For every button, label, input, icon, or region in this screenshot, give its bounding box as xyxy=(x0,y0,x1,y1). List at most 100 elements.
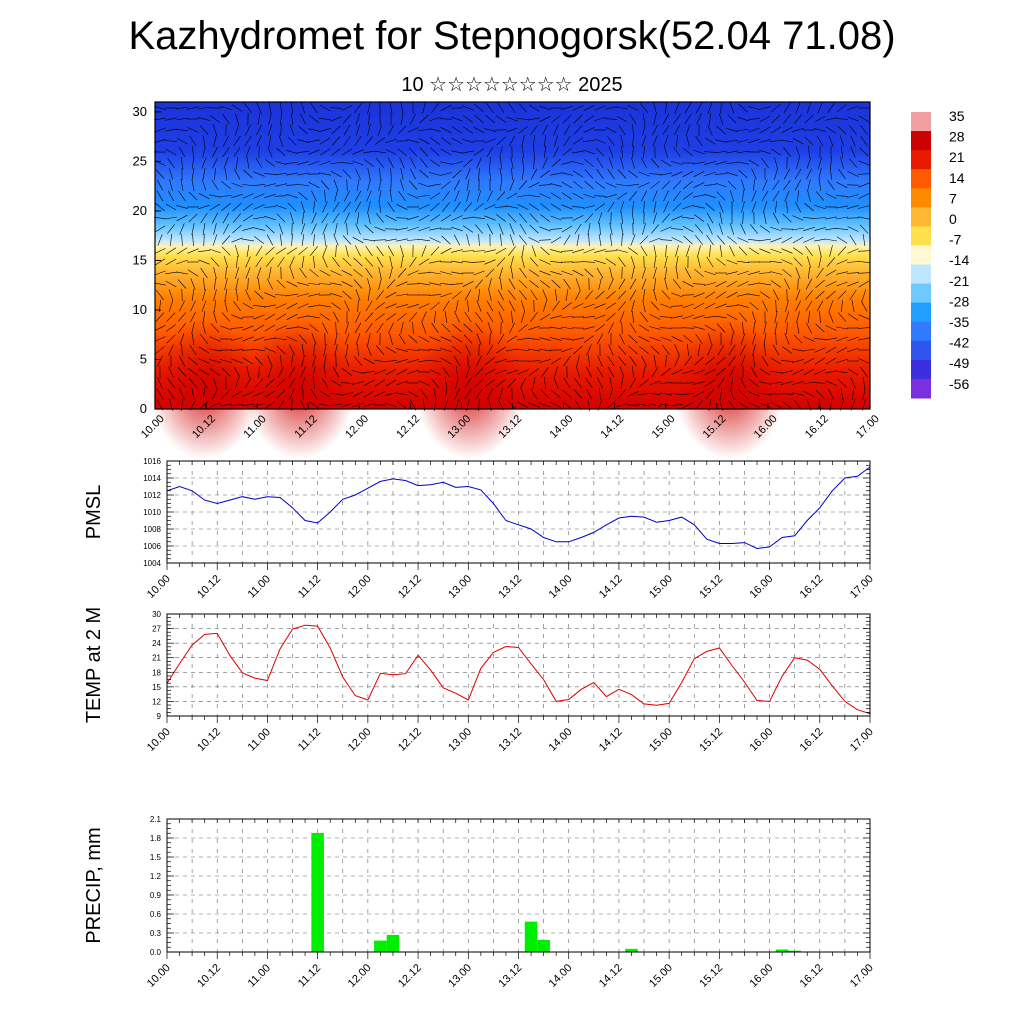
wind-barb xyxy=(807,179,811,191)
wind-barb xyxy=(386,279,396,289)
wind-barb xyxy=(277,256,285,268)
wind-barb xyxy=(619,333,625,345)
wind-barb xyxy=(704,137,716,145)
wind-barb xyxy=(572,249,584,253)
precip-bar xyxy=(537,939,550,952)
wind-barb xyxy=(716,367,726,377)
wind-barb xyxy=(815,323,825,333)
wind-barb xyxy=(274,195,288,197)
wind-barb xyxy=(486,103,494,113)
y-tick-label: 2.1 xyxy=(150,815,162,824)
x-tick-label: 13.00 xyxy=(446,573,474,601)
colorbar-label: -35 xyxy=(949,314,969,330)
wind-barb xyxy=(648,393,662,395)
wind-barb xyxy=(538,184,552,186)
wind-barb xyxy=(407,304,419,308)
wind-barb xyxy=(597,212,603,224)
wind-barb xyxy=(168,168,174,180)
wind-barb xyxy=(814,204,826,210)
wind-barb xyxy=(695,235,703,245)
wind-barb xyxy=(649,403,661,407)
wind-barb xyxy=(495,369,507,375)
wind-barb xyxy=(267,355,273,367)
wind-barb xyxy=(454,311,460,323)
wind-barb xyxy=(728,344,736,356)
x-tick-label: 13.12 xyxy=(496,573,524,601)
wind-barb xyxy=(441,235,451,245)
wind-barb xyxy=(342,290,352,300)
wind-barb xyxy=(849,289,857,301)
wind-barb xyxy=(499,157,503,169)
wind-barb xyxy=(828,311,834,323)
wind-barb xyxy=(796,311,800,323)
wind-barb xyxy=(308,181,320,189)
wind-barb xyxy=(517,204,529,210)
wind-barb xyxy=(539,348,551,352)
wind-barb xyxy=(497,289,505,301)
wind-barb xyxy=(264,183,276,187)
wind-barb xyxy=(442,191,450,201)
wind-barb xyxy=(476,157,482,169)
wind-barb xyxy=(675,267,679,279)
wind-barb xyxy=(616,402,628,408)
wind-barb xyxy=(598,234,602,246)
wind-barb xyxy=(792,381,804,385)
colorbar-label: -7 xyxy=(949,232,962,248)
wind-barb xyxy=(334,190,338,202)
wind-barb xyxy=(429,271,441,275)
wind-barb xyxy=(671,161,683,165)
wind-barb xyxy=(341,281,353,287)
wind-barb xyxy=(661,213,671,223)
y-tick-label: 1012 xyxy=(143,491,161,500)
wind-barb xyxy=(814,227,826,231)
x-tick-label: 16.12 xyxy=(798,962,826,990)
wind-barb xyxy=(476,333,482,345)
wind-barb xyxy=(296,151,310,153)
wind-barb xyxy=(837,246,847,256)
wind-barb xyxy=(276,378,286,388)
wind-barb xyxy=(684,102,692,114)
wind-barb xyxy=(242,357,254,365)
wind-barb xyxy=(418,226,430,232)
wind-barb xyxy=(506,335,518,343)
wind-barb xyxy=(573,180,583,190)
wind-barb xyxy=(331,136,341,146)
wind-barb xyxy=(704,291,716,299)
wind-barb xyxy=(814,115,826,123)
wind-barb xyxy=(720,101,722,115)
wind-barb xyxy=(675,256,679,268)
wind-barb xyxy=(771,103,781,113)
wind-barb xyxy=(628,334,638,344)
wind-barb xyxy=(319,104,331,112)
wind-barb xyxy=(165,117,177,121)
wind-barb xyxy=(804,114,814,124)
chart-subtitle: 10 ☆☆☆☆☆☆☆☆ 2025 xyxy=(401,74,623,96)
wind-barb xyxy=(598,278,602,290)
wind-barb xyxy=(595,147,605,157)
wind-barb xyxy=(265,378,275,388)
wind-barb xyxy=(617,389,627,399)
wind-barb xyxy=(815,389,825,399)
wind-barb xyxy=(452,323,462,333)
wind-barb xyxy=(719,245,723,257)
wind-barb xyxy=(561,225,573,233)
wind-barb xyxy=(308,128,320,132)
wind-barb xyxy=(397,400,407,410)
wind-barb xyxy=(629,355,637,367)
wind-barb xyxy=(631,310,635,324)
wind-barb xyxy=(594,138,606,144)
x-tick-label: 11.12 xyxy=(296,726,323,753)
wind-barb xyxy=(543,134,547,148)
wind-barb xyxy=(322,322,328,334)
wind-barb xyxy=(792,227,804,231)
wind-barb xyxy=(472,250,486,252)
wind-barb xyxy=(300,377,306,389)
wind-barb xyxy=(583,127,595,133)
wind-barb xyxy=(847,368,859,376)
wind-barb xyxy=(642,300,646,312)
wind-barb xyxy=(422,102,426,114)
wind-barb xyxy=(683,148,693,156)
x-tick-label: 14.12 xyxy=(599,413,627,441)
wind-barb xyxy=(609,223,613,235)
wind-barb xyxy=(660,392,672,396)
